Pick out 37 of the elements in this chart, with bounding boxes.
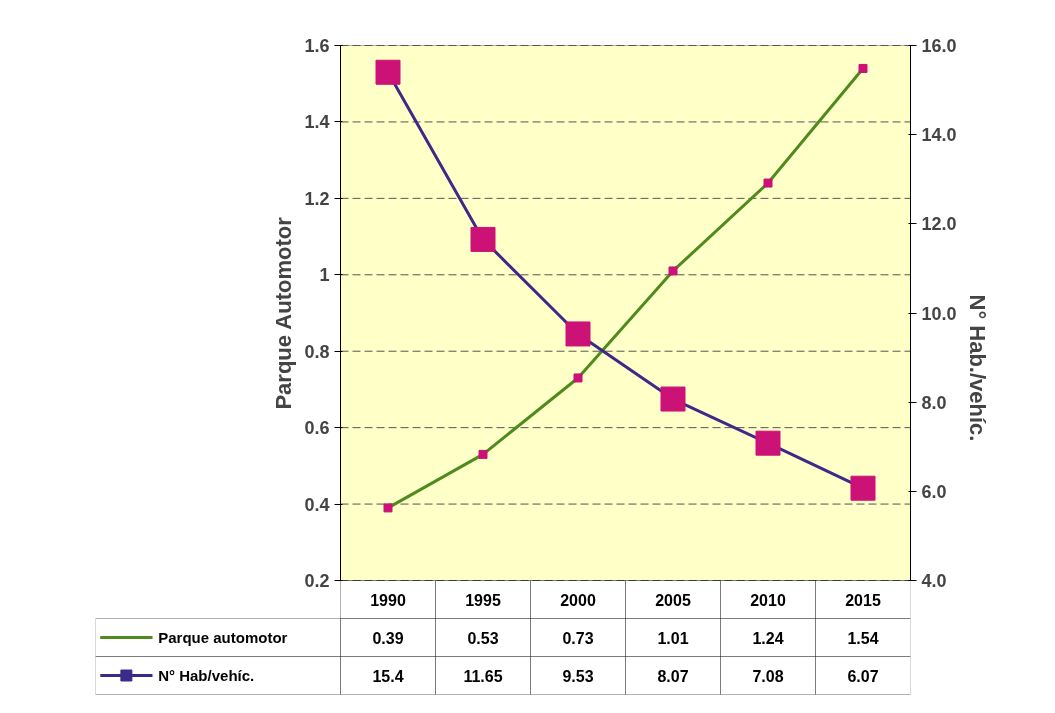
data-label: 1.24 <box>752 629 784 647</box>
y2-tick-label: 10.0 <box>921 303 957 324</box>
y2-tick-label: 6.0 <box>921 481 947 502</box>
data-label: 9.53 <box>562 667 594 685</box>
y2-tick-label: 12.0 <box>921 214 957 235</box>
x-tick-label: 2000 <box>560 591 596 609</box>
y-tick-label: 0.4 <box>304 494 330 515</box>
data-label: 1.01 <box>657 629 689 647</box>
data-label: 8.07 <box>657 667 689 685</box>
x-tick-label: 2015 <box>845 591 881 609</box>
y-tick-label: 1 <box>319 265 330 286</box>
y-tick-label: 0.2 <box>304 571 330 591</box>
y2-tick-label: 14.0 <box>921 125 957 146</box>
data-label: 11.65 <box>463 667 503 685</box>
x-tick-label: 1990 <box>370 591 406 609</box>
x-tick-label: 1995 <box>465 591 501 609</box>
data-label: 15.4 <box>372 667 404 685</box>
y-tick-label: 0.6 <box>304 418 330 439</box>
y2-tick-label: 8.0 <box>921 392 947 413</box>
x-tick-label: 2005 <box>655 591 691 609</box>
data-label: 0.39 <box>372 629 404 647</box>
y2-tick-label: 4.0 <box>921 571 947 591</box>
data-label: 6.07 <box>847 667 879 685</box>
y2-axis-title: N° Hab./vehíc. <box>964 294 990 442</box>
legend-label: N° Hab/vehíc. <box>158 667 255 684</box>
data-label: 1.54 <box>847 629 879 647</box>
y-axis-title: Parque Automotor <box>271 216 297 410</box>
x-tick-label: 2010 <box>750 591 786 609</box>
y-tick-label: 1.6 <box>304 36 330 56</box>
y-tick-label: 0.8 <box>304 341 330 362</box>
data-label: 0.53 <box>467 629 499 647</box>
y-tick-label: 1.2 <box>304 188 330 209</box>
y2-tick-label: 16.0 <box>921 36 957 56</box>
y-tick-label: 1.4 <box>304 112 330 133</box>
data-label: 0.73 <box>562 629 594 647</box>
data-label: 7.08 <box>752 667 784 685</box>
legend-label: Parque automotor <box>158 629 288 646</box>
